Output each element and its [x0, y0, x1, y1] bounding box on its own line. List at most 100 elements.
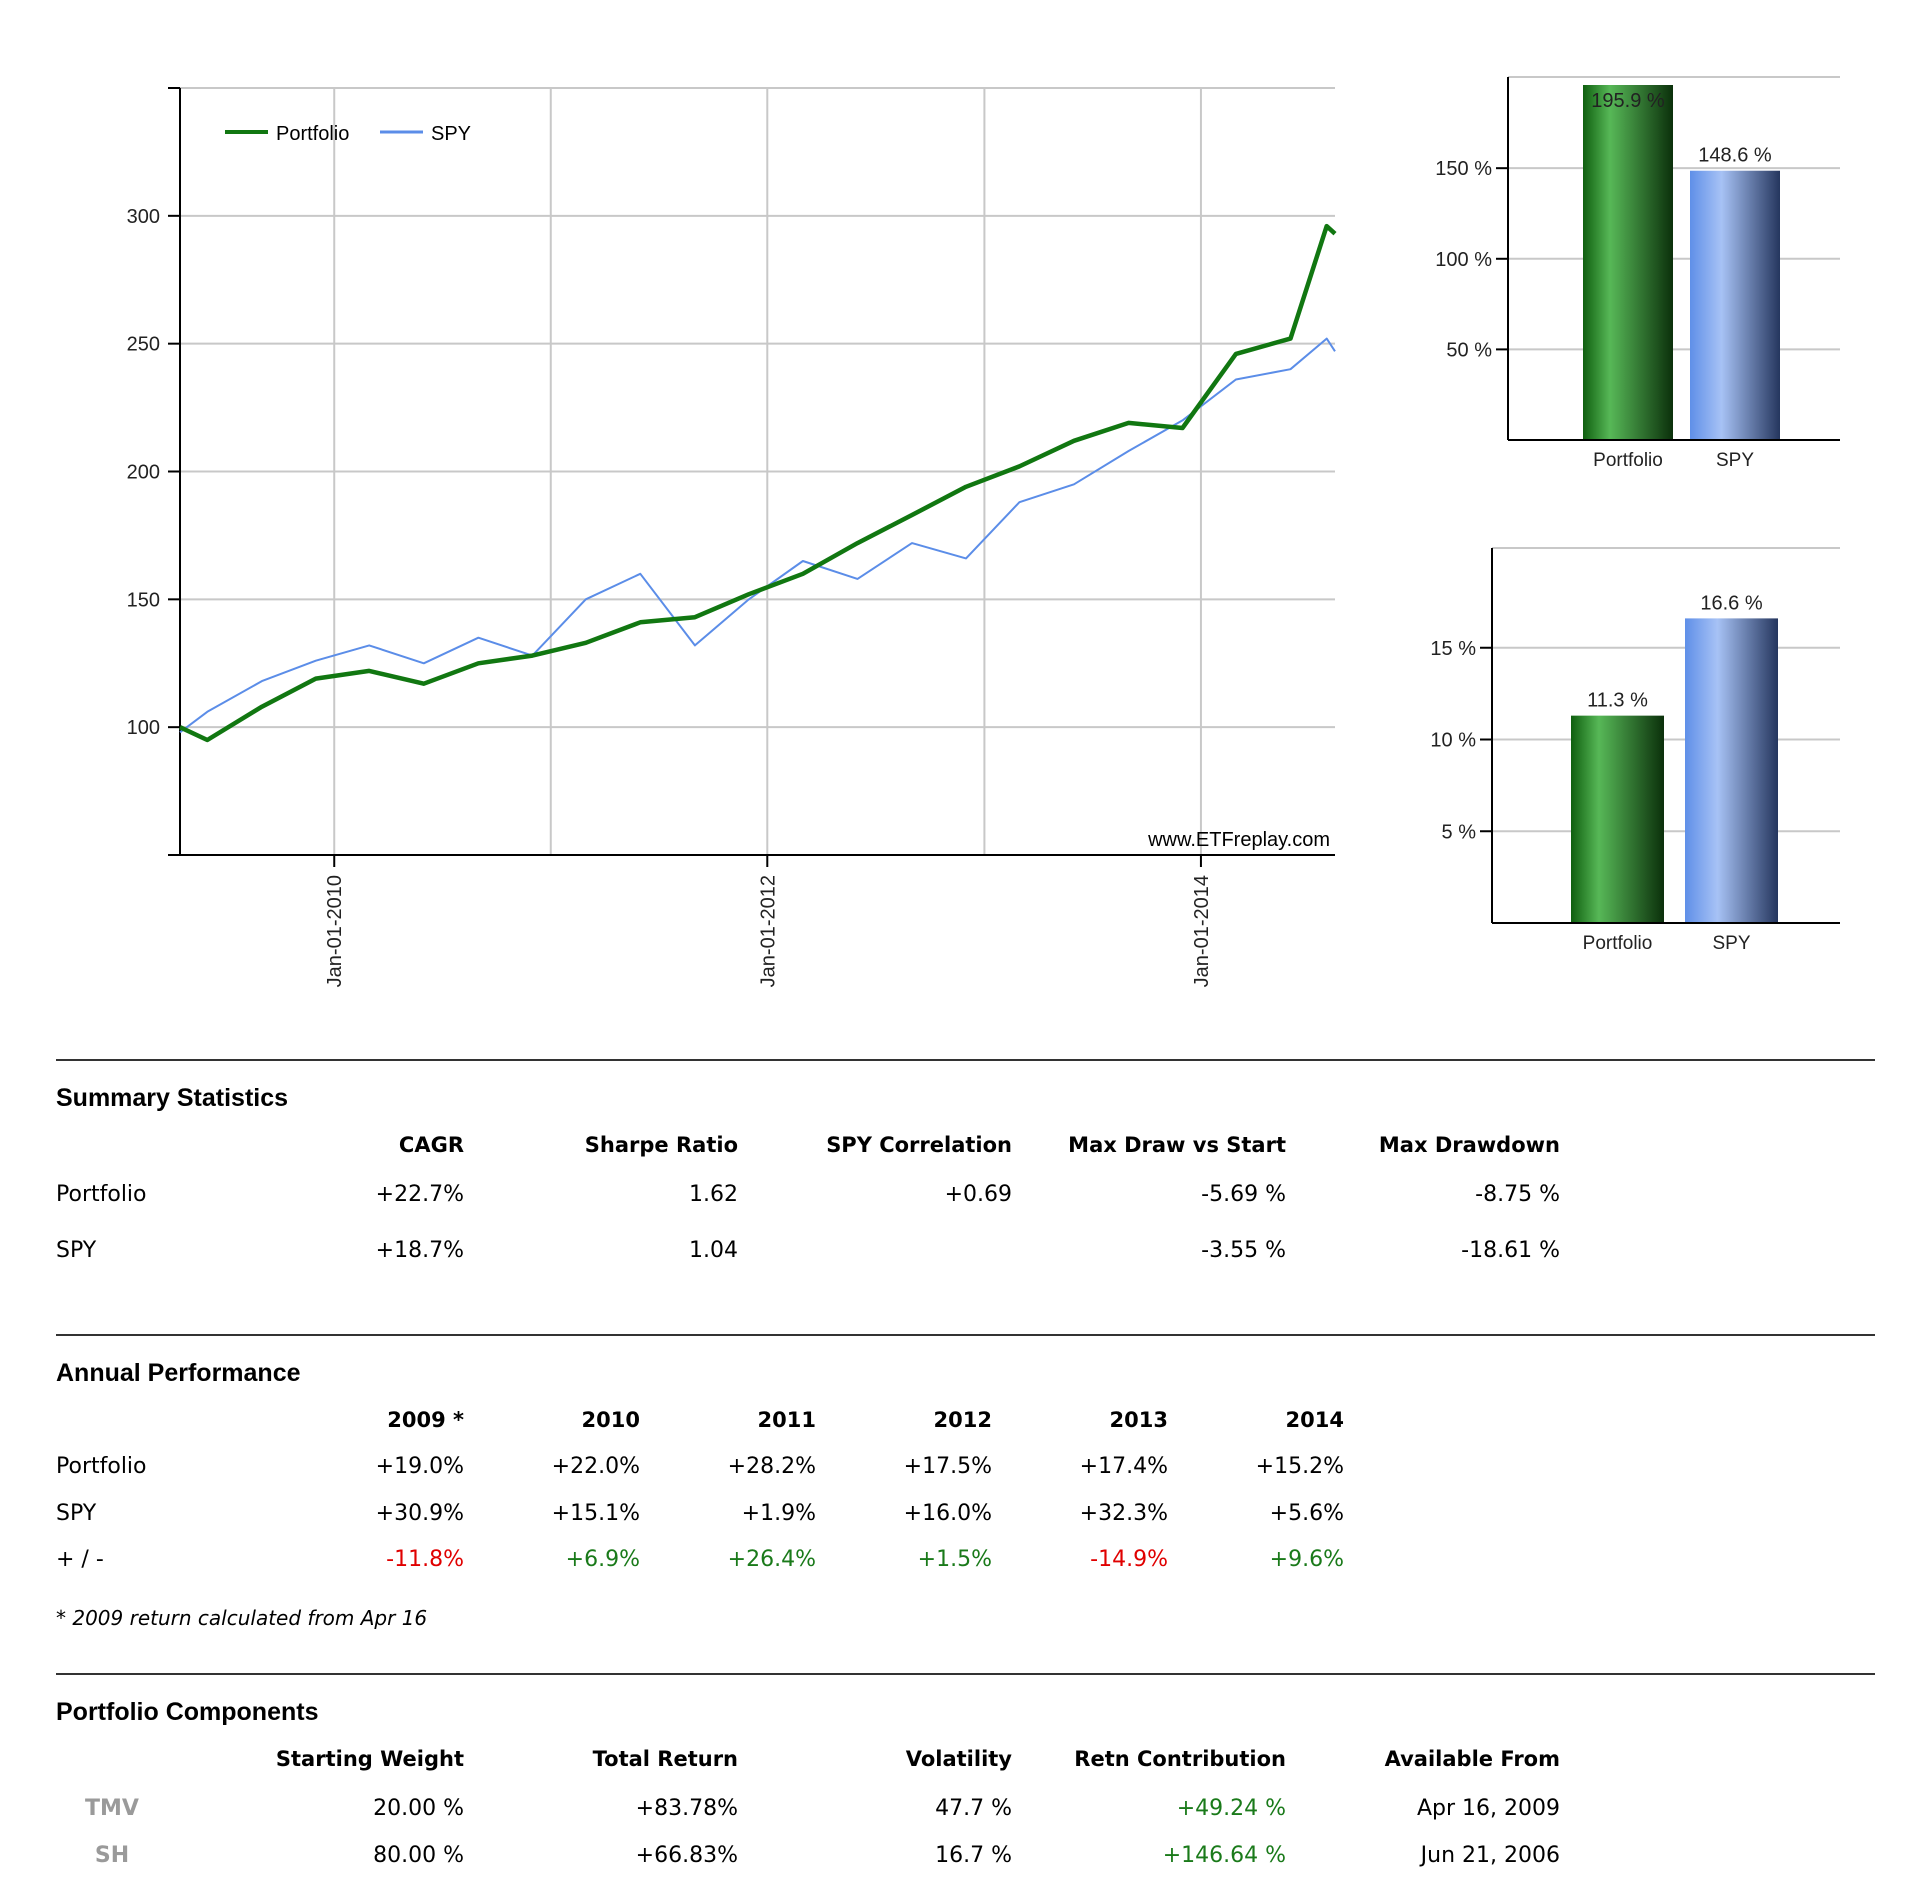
summary-cell: +18.7%	[375, 1238, 464, 1263]
y-tick-label: 100 %	[1435, 249, 1492, 271]
summary-header-correlation: SPY Correlation	[826, 1133, 1012, 1157]
legend-spy-label: SPY	[431, 123, 471, 145]
bar-spy	[1685, 618, 1778, 923]
annual-cell: +19.0%	[375, 1454, 464, 1479]
bar-value-label: 195.9 %	[1591, 90, 1665, 112]
bar-spy	[1690, 170, 1780, 440]
ticker-link[interactable]: SH	[94, 1843, 130, 1868]
components-cell: Apr 16, 2009	[1416, 1796, 1560, 1821]
annual-row-label: + / -	[56, 1547, 104, 1572]
bar-category-label: SPY	[1712, 933, 1750, 954]
bar-value-label: 148.6 %	[1698, 145, 1772, 167]
annual-diff-cell: +1.5%	[917, 1547, 992, 1572]
annual-diff-cell: -11.8%	[386, 1547, 464, 1572]
bar-category-label: SPY	[1716, 450, 1754, 471]
x-tick-label: Jan-01-2012	[757, 875, 779, 987]
summary-cell: -8.75 %	[1475, 1182, 1560, 1207]
annual-header-year: 2012	[933, 1408, 992, 1432]
components-title: Portfolio Components	[56, 1698, 319, 1726]
annual-diff-cell: +6.9%	[565, 1547, 640, 1572]
components-cell: 20.00 %	[373, 1796, 464, 1821]
portfolio-series-line	[179, 223, 1337, 743]
legend-portfolio-label: Portfolio	[276, 123, 349, 145]
annual-cell: +1.9%	[741, 1501, 816, 1526]
annual-cell: +5.6%	[1269, 1501, 1344, 1526]
components-cell: Jun 21, 2006	[1420, 1843, 1560, 1868]
y-tick-label: 5 %	[1442, 821, 1477, 843]
annual-cell: +15.2%	[1255, 1454, 1344, 1479]
components-cell: +83.78%	[635, 1796, 738, 1821]
x-tick-label: Jan-01-2010	[324, 875, 346, 987]
summary-cell: -5.69 %	[1201, 1182, 1286, 1207]
annual-cell: +22.0%	[551, 1454, 640, 1479]
annual-footnote: * 2009 return calculated from Apr 16	[56, 1606, 428, 1630]
annual-cell: +30.9%	[375, 1501, 464, 1526]
annual-cell: +15.1%	[551, 1501, 640, 1526]
bar-category-label: Portfolio	[1593, 450, 1663, 471]
annual-cell: +17.4%	[1079, 1454, 1168, 1479]
growth-line-chart: 100 150 200 250 300 Jan-01-2010 Jan-01-2012 Jan…	[127, 87, 1337, 987]
section-divider	[56, 1059, 1875, 1061]
annual-row-label: Portfolio	[56, 1454, 147, 1479]
components-cell: 80.00 %	[373, 1843, 464, 1868]
summary-header-maxdraw-start: Max Draw vs Start	[1068, 1133, 1286, 1157]
y-tick-label: 150 %	[1435, 158, 1492, 180]
bar-value-label: 16.6 %	[1700, 592, 1762, 614]
summary-cell: 1.62	[689, 1182, 738, 1207]
components-cell: 47.7 %	[935, 1796, 1012, 1821]
bar-category-label: Portfolio	[1583, 933, 1653, 954]
annual-header-year: 2010	[581, 1408, 640, 1432]
chart-watermark: www.ETFreplay.com	[1147, 829, 1330, 851]
annual-diff-cell: +26.4%	[727, 1547, 816, 1572]
components-cell: 16.7 %	[935, 1843, 1012, 1868]
cagr-bar-chart: 5 % 10 % 15 % 11.3 % Portfolio 16.6 % SPY	[1430, 547, 1840, 954]
y-tick-label: 200	[127, 462, 160, 484]
annual-cell: +17.5%	[903, 1454, 992, 1479]
components-header-return: Total Return	[592, 1747, 738, 1771]
y-tick-label: 300	[127, 206, 160, 228]
summary-cell: -3.55 %	[1201, 1238, 1286, 1263]
summary-cell: +0.69	[944, 1182, 1012, 1207]
components-header-contribution: Retn Contribution	[1074, 1747, 1286, 1771]
summary-row-label: Portfolio	[56, 1182, 147, 1207]
y-tick-label: 10 %	[1430, 730, 1476, 752]
summary-header-maxdrawdown: Max Drawdown	[1378, 1133, 1560, 1157]
summary-cell: -18.61 %	[1461, 1238, 1560, 1263]
annual-header-year: 2013	[1109, 1408, 1168, 1432]
annual-header-year: 2011	[757, 1408, 816, 1432]
section-divider	[56, 1673, 1875, 1675]
summary-header-sharpe: Sharpe Ratio	[584, 1133, 738, 1157]
annual-row-label: SPY	[56, 1501, 97, 1526]
ticker-link[interactable]: TMV	[85, 1796, 139, 1821]
chart-legend: Portfolio SPY	[225, 123, 471, 145]
total-return-bar-chart: 50 % 100 % 150 % 195.9 % Portfolio 148.6 % SPY	[1435, 76, 1840, 471]
annual-cell: +28.2%	[727, 1454, 816, 1479]
annual-cell: +16.0%	[903, 1501, 992, 1526]
y-tick-label: 15 %	[1430, 638, 1476, 660]
annual-title: Annual Performance	[56, 1359, 301, 1387]
y-tick-label: 100	[127, 717, 160, 739]
annual-cell: +32.3%	[1079, 1501, 1168, 1526]
bar-portfolio	[1571, 715, 1664, 923]
components-cell: +66.83%	[635, 1843, 738, 1868]
components-cell: +49.24 %	[1176, 1796, 1286, 1821]
bar-value-label: 11.3 %	[1587, 690, 1648, 712]
summary-title: Summary Statistics	[56, 1084, 289, 1112]
components-header-available: Available From	[1384, 1747, 1560, 1771]
summary-row-label: SPY	[56, 1238, 97, 1263]
components-header-volatility: Volatility	[905, 1747, 1012, 1771]
annual-diff-cell: -14.9%	[1090, 1547, 1168, 1572]
y-tick-label: 250	[127, 334, 160, 356]
annual-diff-cell: +9.6%	[1269, 1547, 1344, 1572]
y-tick-label: 50 %	[1446, 339, 1492, 361]
summary-cell: +22.7%	[375, 1182, 464, 1207]
summary-cell: 1.04	[689, 1238, 738, 1263]
y-tick-label: 150	[127, 589, 160, 611]
x-tick-label: Jan-01-2014	[1191, 875, 1213, 987]
bar-portfolio	[1583, 85, 1673, 440]
section-divider	[56, 1334, 1875, 1336]
annual-header-year: 2014	[1285, 1408, 1344, 1432]
components-header-weight: Starting Weight	[275, 1747, 464, 1771]
components-cell: +146.64 %	[1162, 1843, 1286, 1868]
annual-header-year: 2009 *	[387, 1408, 464, 1432]
